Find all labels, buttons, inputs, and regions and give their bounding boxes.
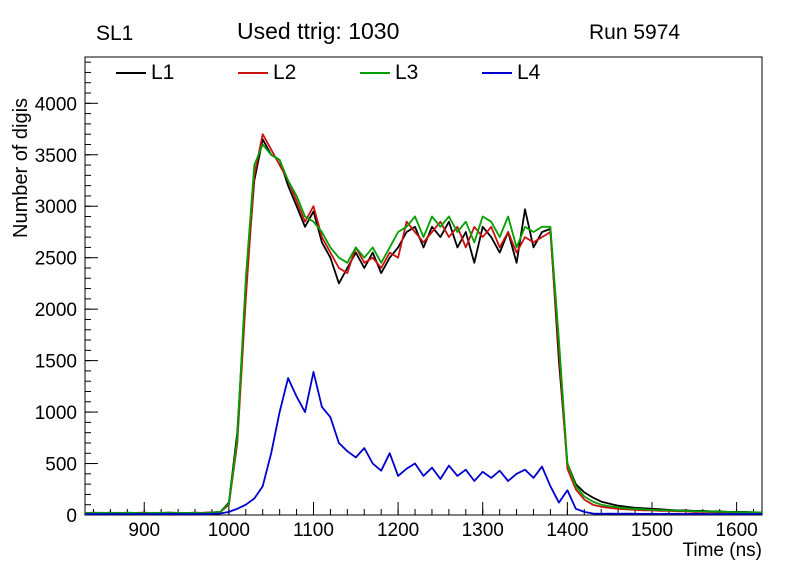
svg-text:500: 500 [45,455,77,476]
series-line-l2 [84,133,762,514]
series-line-l1 [84,138,762,515]
svg-text:1000: 1000 [35,403,77,424]
svg-text:1600: 1600 [715,520,757,541]
series-line-l4 [84,370,762,516]
svg-text:1200: 1200 [377,520,419,541]
axes [84,56,763,516]
svg-text:1100: 1100 [293,520,334,541]
legend-label-l4: L4 [517,61,541,84]
legend-line-l2-icon [238,72,268,74]
legend-line-l1-icon [116,72,146,74]
svg-text:2500: 2500 [35,249,77,270]
svg-text:1000: 1000 [208,520,250,541]
svg-text:1500: 1500 [35,352,77,373]
legend-item-l2: L2 [238,61,296,85]
svg-text:0: 0 [66,506,77,527]
legend-label-l1: L1 [151,61,175,84]
x-axis-title: Time (ns) [682,540,762,561]
legend-label-l3: L3 [395,61,419,84]
axis-tick-labels: 900 1000 1100 1200 1300 1400 1500 1600 0 500 1000 1… [35,94,758,541]
run-label: Run 5974 [589,21,681,44]
svg-text:3000: 3000 [35,197,77,218]
pad-label-sl1: SL1 [96,22,134,45]
svg-text:4000: 4000 [35,94,77,115]
legend-line-l3-icon [360,72,390,74]
svg-text:2000: 2000 [35,300,77,321]
plot-title: Used ttrig: 1030 [237,18,400,44]
legend-item-l1: L1 [116,61,174,85]
svg-text:3500: 3500 [35,146,77,167]
svg-text:1300: 1300 [462,520,504,541]
legend-item-l4: L4 [482,61,540,85]
y-axis-title: Number of digis [10,97,32,238]
legend-label-l2: L2 [273,61,297,84]
svg-text:1500: 1500 [631,520,673,541]
legend-item-l3: L3 [360,61,418,85]
series-line-l3 [84,143,763,514]
svg-text:1400: 1400 [546,520,588,541]
svg-text:900: 900 [128,520,160,541]
legend-line-l4-icon [482,72,512,74]
